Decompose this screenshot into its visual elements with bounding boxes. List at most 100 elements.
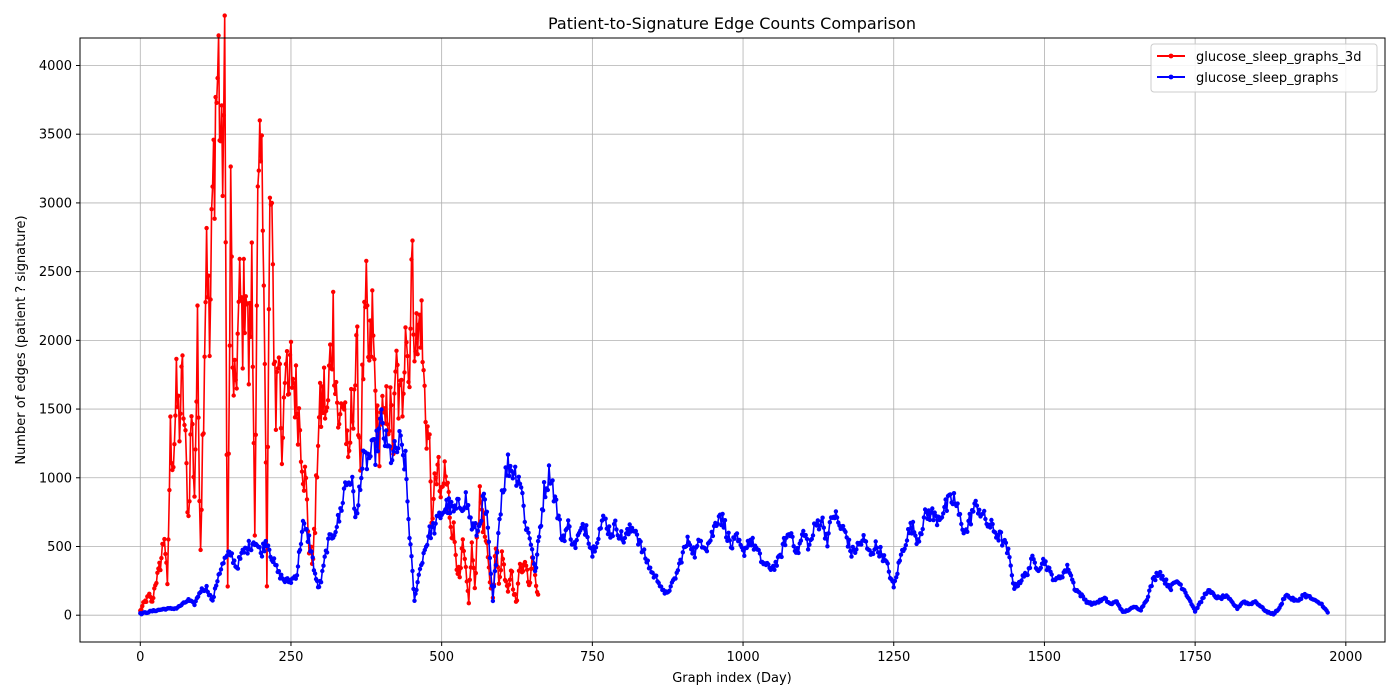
data-point xyxy=(379,407,384,412)
data-point xyxy=(667,588,672,593)
data-point xyxy=(522,519,527,525)
data-point xyxy=(201,431,206,436)
data-point xyxy=(892,578,898,584)
data-point xyxy=(605,531,611,537)
data-point xyxy=(435,462,440,467)
data-point xyxy=(372,357,377,362)
data-point xyxy=(1038,565,1044,570)
data-point xyxy=(1160,573,1165,579)
data-point xyxy=(295,442,301,447)
data-point xyxy=(339,508,344,513)
data-point xyxy=(235,331,240,336)
data-point xyxy=(330,367,335,372)
data-point xyxy=(891,585,896,590)
data-point xyxy=(404,476,409,482)
data-point xyxy=(536,534,542,539)
data-point xyxy=(771,563,776,569)
data-point xyxy=(336,425,341,430)
data-point xyxy=(566,518,571,523)
data-point xyxy=(196,415,201,420)
data-point xyxy=(527,580,533,585)
data-point xyxy=(633,528,638,534)
data-point xyxy=(1138,608,1144,613)
data-point xyxy=(183,428,188,433)
y-tick-label: 500 xyxy=(47,540,72,555)
data-point xyxy=(267,195,273,200)
data-point xyxy=(448,524,453,530)
data-point xyxy=(1325,610,1330,615)
data-point xyxy=(452,539,457,545)
data-point xyxy=(387,444,392,449)
data-point xyxy=(815,518,820,523)
data-point xyxy=(692,555,697,560)
data-point xyxy=(197,498,202,504)
data-point xyxy=(256,168,261,173)
data-point xyxy=(910,519,916,525)
data-point xyxy=(175,404,180,410)
data-point xyxy=(350,419,355,424)
data-point xyxy=(328,342,333,347)
data-point xyxy=(226,451,231,456)
data-point xyxy=(574,537,579,543)
data-point xyxy=(428,479,433,484)
data-point xyxy=(223,240,228,245)
data-point xyxy=(698,538,704,544)
data-point xyxy=(898,552,904,557)
data-point xyxy=(213,94,218,100)
data-point xyxy=(375,449,380,454)
data-point xyxy=(324,550,330,555)
data-point xyxy=(790,534,795,539)
data-point xyxy=(185,510,190,515)
data-point xyxy=(356,503,361,508)
data-point xyxy=(816,527,822,532)
data-point xyxy=(685,534,690,539)
data-point xyxy=(975,511,981,516)
data-point xyxy=(684,543,689,549)
data-point xyxy=(340,500,345,506)
data-point xyxy=(581,526,587,531)
data-point xyxy=(503,579,509,584)
data-point xyxy=(510,476,515,481)
data-point xyxy=(371,333,376,338)
data-point xyxy=(607,524,612,529)
data-point xyxy=(433,521,438,526)
data-point xyxy=(466,503,471,508)
data-point xyxy=(668,584,673,589)
data-point xyxy=(505,452,511,457)
data-point xyxy=(178,411,183,416)
data-point xyxy=(195,594,201,599)
data-point xyxy=(859,542,864,547)
data-point xyxy=(462,556,467,562)
data-point xyxy=(238,556,243,561)
y-tick-label: 3500 xyxy=(39,128,72,143)
x-tick-label: 0 xyxy=(136,650,144,665)
data-point xyxy=(514,598,520,603)
data-point xyxy=(218,567,224,572)
data-point xyxy=(638,539,643,544)
legend-marker-glucose-sleep-graphs-3d xyxy=(1168,53,1174,59)
data-point xyxy=(161,542,166,547)
data-point xyxy=(325,398,331,403)
data-point xyxy=(833,509,839,514)
data-point xyxy=(239,295,244,300)
data-point xyxy=(406,379,411,385)
data-point xyxy=(854,547,859,552)
data-point xyxy=(188,432,193,437)
data-point xyxy=(342,407,347,412)
data-point xyxy=(321,365,327,370)
data-point xyxy=(159,555,164,561)
data-point xyxy=(561,533,566,538)
data-point xyxy=(821,525,826,530)
data-point xyxy=(171,465,176,470)
data-point xyxy=(276,569,282,574)
data-point xyxy=(401,391,406,396)
data-point xyxy=(874,545,880,550)
data-point xyxy=(396,416,401,421)
data-point xyxy=(1199,599,1204,605)
legend-marker-glucose-sleep-graphs xyxy=(1168,74,1174,80)
data-point xyxy=(299,529,305,534)
data-point xyxy=(726,530,731,535)
data-point xyxy=(732,536,737,541)
data-point xyxy=(393,369,398,374)
data-point xyxy=(352,387,357,392)
